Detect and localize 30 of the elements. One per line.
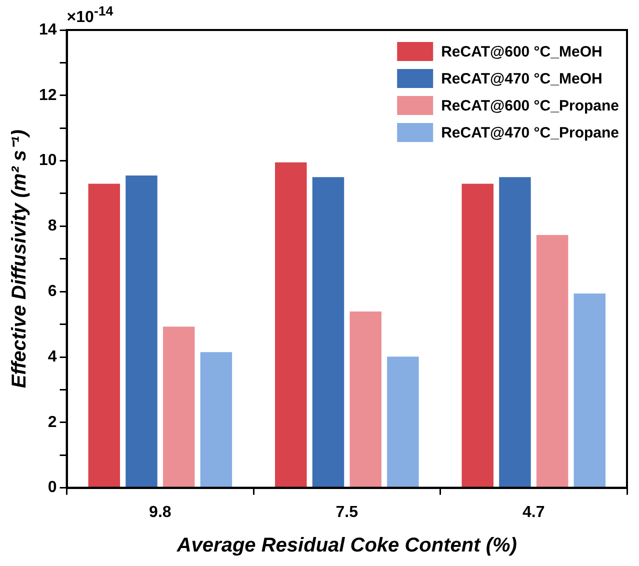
y-tick-label: 0 xyxy=(48,479,57,496)
bar xyxy=(200,352,232,488)
bar xyxy=(387,356,419,488)
y-tick-label: 10 xyxy=(39,152,57,170)
bar xyxy=(350,312,382,488)
x-tick-label: 4.7 xyxy=(522,504,545,521)
x-tick-label: 9.8 xyxy=(149,504,172,521)
y-tick-label: 4 xyxy=(48,348,57,366)
bar xyxy=(536,235,568,488)
bar xyxy=(574,294,606,488)
y-tick-label: 6 xyxy=(48,283,57,300)
y-tick-label: 2 xyxy=(48,414,57,431)
bar xyxy=(499,177,531,488)
bar xyxy=(462,184,494,488)
bar xyxy=(88,184,120,488)
y-tick-label: 8 xyxy=(48,218,57,235)
bar xyxy=(275,162,307,488)
x-tick-label: 7.5 xyxy=(336,504,358,521)
legend-label: ReCAT@600 °C_Propane xyxy=(441,98,620,115)
legend-label: ReCAT@470 °C_MeOH xyxy=(441,70,602,88)
legend-label: ReCAT@600 °C_MeOH xyxy=(441,44,602,61)
legend-label: ReCAT@470 °C_Propane xyxy=(441,124,620,142)
bar xyxy=(162,326,195,488)
x-axis-title: Average Residual Coke Content (%) xyxy=(176,534,518,557)
y-tick-label: 14 xyxy=(39,21,57,38)
y-tick-label: 12 xyxy=(39,86,57,104)
bar xyxy=(126,176,158,488)
text: ×10$^{-14}$ xyxy=(66,4,114,26)
bar xyxy=(312,177,344,488)
y-axis-title: Effective Diffusivity (m² s⁻¹) xyxy=(8,129,31,388)
